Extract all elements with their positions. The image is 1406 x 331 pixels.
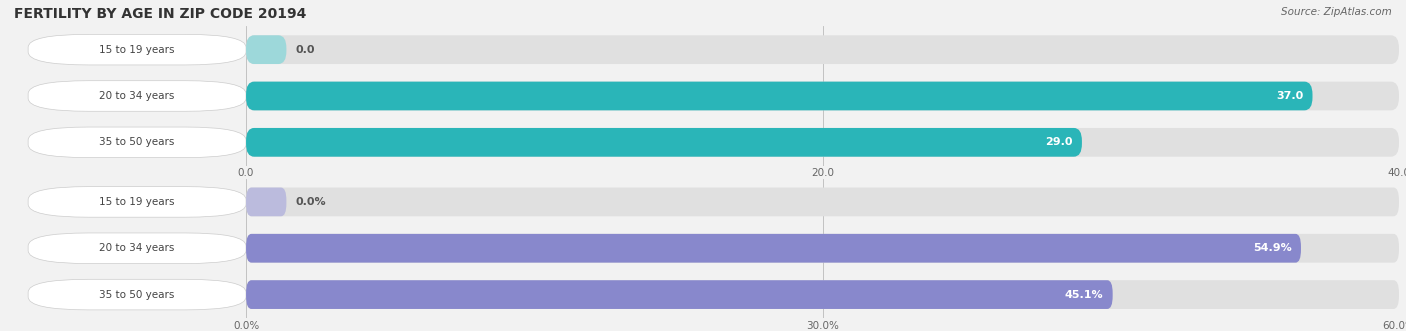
FancyBboxPatch shape xyxy=(28,233,246,263)
FancyBboxPatch shape xyxy=(246,128,1083,157)
FancyBboxPatch shape xyxy=(246,128,1399,157)
Text: Source: ZipAtlas.com: Source: ZipAtlas.com xyxy=(1281,7,1392,17)
Text: 35 to 50 years: 35 to 50 years xyxy=(100,137,174,147)
FancyBboxPatch shape xyxy=(246,82,1399,110)
Text: 20 to 34 years: 20 to 34 years xyxy=(100,91,174,101)
Text: 35 to 50 years: 35 to 50 years xyxy=(100,290,174,300)
FancyBboxPatch shape xyxy=(246,188,1399,216)
FancyBboxPatch shape xyxy=(28,81,246,111)
FancyBboxPatch shape xyxy=(28,34,246,65)
FancyBboxPatch shape xyxy=(246,82,1312,110)
Text: 54.9%: 54.9% xyxy=(1253,243,1292,253)
FancyBboxPatch shape xyxy=(246,280,1399,309)
Text: FERTILITY BY AGE IN ZIP CODE 20194: FERTILITY BY AGE IN ZIP CODE 20194 xyxy=(14,7,307,21)
Text: 15 to 19 years: 15 to 19 years xyxy=(100,197,174,207)
FancyBboxPatch shape xyxy=(246,234,1301,262)
FancyBboxPatch shape xyxy=(28,127,246,158)
FancyBboxPatch shape xyxy=(246,35,1399,64)
FancyBboxPatch shape xyxy=(28,187,246,217)
Text: 0.0: 0.0 xyxy=(295,45,315,55)
FancyBboxPatch shape xyxy=(246,234,1399,262)
Text: 20 to 34 years: 20 to 34 years xyxy=(100,243,174,253)
FancyBboxPatch shape xyxy=(246,280,1112,309)
FancyBboxPatch shape xyxy=(28,279,246,310)
FancyBboxPatch shape xyxy=(246,188,287,216)
Text: 37.0: 37.0 xyxy=(1277,91,1303,101)
Text: 45.1%: 45.1% xyxy=(1064,290,1104,300)
FancyBboxPatch shape xyxy=(246,35,287,64)
Text: 0.0%: 0.0% xyxy=(295,197,326,207)
Text: 15 to 19 years: 15 to 19 years xyxy=(100,45,174,55)
Text: 29.0: 29.0 xyxy=(1045,137,1073,147)
